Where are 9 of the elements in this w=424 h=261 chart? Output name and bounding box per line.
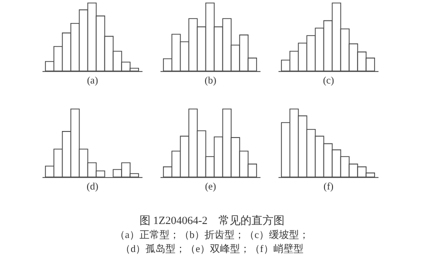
x-axis-title: (b): [204, 76, 216, 86]
x-axis-title: (d): [86, 182, 98, 192]
text: （a）正常型；（b）折齿型；（c）缓坡型；: [114, 229, 310, 243]
text: 图 1Z204064-2 常见的直方图: [138, 214, 286, 229]
x-axis-title: (e): [204, 182, 216, 192]
x-axis-title: (a): [86, 76, 98, 86]
x-axis-title: (c): [322, 76, 334, 86]
x-axis-title: (f): [324, 182, 334, 192]
text: （d）孤岛型；（e）双峰型；（f）峭壁型: [120, 243, 304, 257]
